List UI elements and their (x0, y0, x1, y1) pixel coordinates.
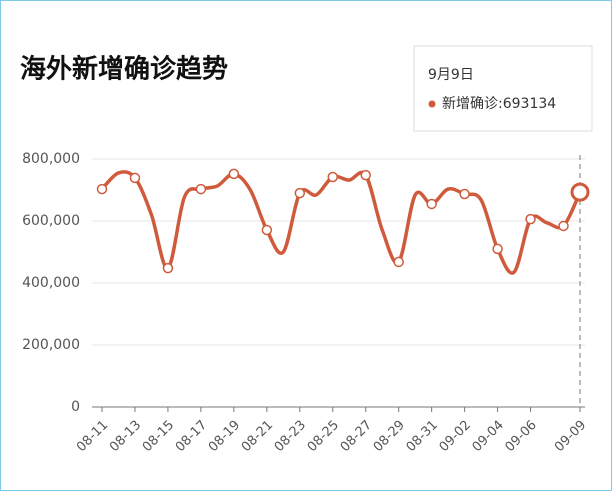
point (459, 188, 470, 200)
chart-title: 海外新增确诊趋势 (20, 54, 228, 85)
point (327, 171, 339, 183)
tooltip-series: 新增确诊 (442, 96, 498, 112)
point (162, 262, 174, 274)
tooltip-marker (428, 100, 436, 108)
point (96, 183, 108, 195)
tooltip-separator: : (498, 96, 503, 112)
point (360, 169, 371, 181)
y-tick-label: 200,000 (22, 337, 80, 353)
tooltip-value: 693134 (503, 96, 557, 112)
y-tick-label: 0 (71, 399, 80, 415)
y-tick-label: 400,000 (22, 275, 80, 291)
active-point (570, 182, 590, 202)
tooltip-title: 9月9日 (428, 67, 474, 83)
point (558, 220, 569, 232)
point (228, 168, 240, 180)
tooltip-box (413, 45, 593, 132)
point (426, 198, 437, 210)
point (129, 172, 141, 184)
point (261, 224, 273, 236)
point (393, 256, 404, 268)
tooltip: 9月9日 新增确诊:693134 (413, 45, 593, 132)
point (492, 243, 503, 255)
point (525, 213, 536, 225)
point (294, 187, 306, 199)
y-tick-label: 800,000 (22, 151, 80, 167)
y-tick-label: 600,000 (22, 213, 80, 229)
point (195, 183, 207, 195)
tooltip-text: 新增确诊:693134 (442, 96, 556, 112)
